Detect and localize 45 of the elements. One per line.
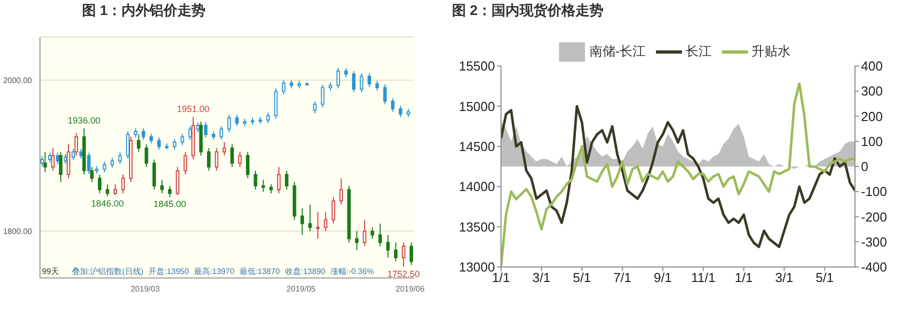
chart-title: 图 1：内外铝价走势 [82, 2, 206, 20]
y-tick-label: 1800.00 [3, 227, 33, 236]
x-tick-label: 9/1 [654, 270, 672, 286]
x-tick-label: 5/1 [572, 270, 591, 286]
y2-tick-label: -400 [861, 260, 888, 275]
text: 1846.00 [91, 198, 124, 208]
x-tick-label: 3/1 [532, 270, 550, 286]
x-tick-label: 5/1 [816, 270, 834, 286]
y-tick-label: 13500 [458, 219, 495, 234]
legend-label: 南储-长江 [589, 43, 646, 58]
line-series [501, 104, 855, 248]
text: 1951.00 [176, 104, 210, 114]
annotation: 最高:13970 [194, 266, 234, 277]
annotation: 涨幅:-0.36% [330, 266, 374, 277]
y-tick-label: 15000 [458, 98, 495, 114]
x-tick-label: 2019/05 [286, 284, 316, 294]
text: 1752.50 [387, 269, 420, 280]
annotation: 收盘:13890 [284, 266, 326, 277]
y-tick-label: 14000 [458, 179, 495, 194]
y-tick-label: 2000.00 [3, 76, 33, 85]
x-tick-label: 3/1 [775, 270, 794, 286]
y2-tick-label: -200 [861, 209, 888, 224]
y2-tick-label: 100 [861, 134, 883, 149]
x-tick-label: 2019/03 [130, 284, 160, 294]
x-tick-label: 7/1 [613, 270, 632, 286]
y-tick-label: 15500 [458, 58, 495, 74]
x-tick-label: 2019/06 [396, 284, 426, 294]
legend-label: 升贴水 [752, 43, 791, 58]
annotation: 最低:13870 [239, 266, 280, 277]
y2-tick-label: 300 [861, 84, 883, 99]
y2-tick-label: -100 [861, 184, 888, 200]
y2-tick-label: -300 [861, 234, 888, 250]
x-tick-label: 11/1 [691, 270, 716, 286]
y-tick-label: 14500 [458, 139, 495, 154]
x-tick-label: 1/1 [734, 270, 753, 286]
annotation: 叠加:沪铝指数(日线) [72, 266, 144, 277]
legend-label: 长江 [686, 43, 712, 58]
chart-title: 图 2：国内现货价格走势 [452, 2, 604, 20]
annotation: 99天 [42, 266, 59, 277]
y2-tick-label: 200 [861, 108, 883, 124]
y2-tick-label: 0 [861, 159, 868, 174]
y2-tick-label: 400 [861, 58, 883, 74]
text: 1845.00 [154, 199, 186, 210]
annotation: 开盘:13950 [148, 266, 189, 277]
text: 1936.00 [68, 115, 100, 126]
